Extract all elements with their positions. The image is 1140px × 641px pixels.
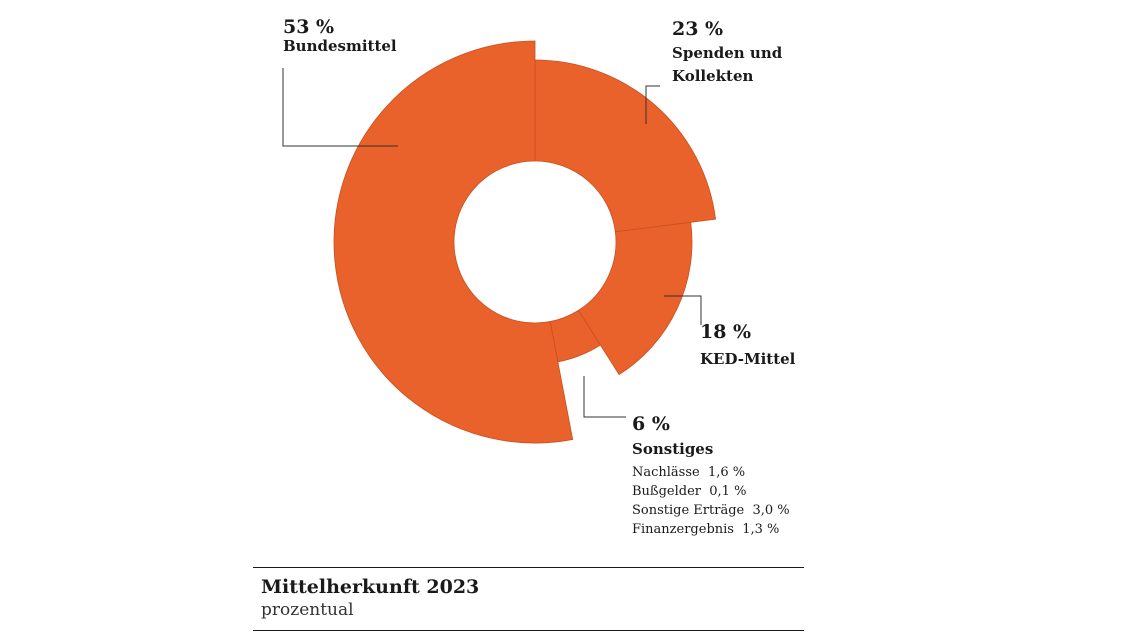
label-ked: 18 % KED-Mittel bbox=[700, 322, 795, 367]
leader-lines bbox=[282, 68, 702, 418]
donut-slices bbox=[333, 40, 717, 444]
title-rule-top bbox=[253, 567, 804, 568]
label-spenden: 23 % Spenden und Kollekten bbox=[672, 19, 812, 88]
slice-pct-ked: 18 % bbox=[700, 321, 752, 343]
slice-name-bundesmittel: Bundesmittel bbox=[283, 36, 397, 55]
breakdown-item-sonstige-ertraege: Sonstige Erträge 3,0 % bbox=[632, 503, 790, 519]
slice-pct-bundesmittel: 53 % bbox=[283, 16, 335, 38]
chart-title: Mittelherkunft 2023 bbox=[261, 576, 480, 598]
leader-line-spenden bbox=[645, 85, 660, 124]
slice-pct-spenden: 23 % bbox=[672, 18, 724, 40]
breakdown-item-nachlaesse: Nachlässe 1,6 % bbox=[632, 465, 746, 481]
leader-line-sonstiges bbox=[583, 376, 626, 418]
chart-subtitle: prozentual bbox=[261, 600, 354, 620]
label-bundesmittel: 53 % Bundesmittel bbox=[283, 17, 397, 54]
slice-ked bbox=[577, 221, 693, 376]
slice-spenden bbox=[534, 59, 717, 233]
leader-line-bundesmittel bbox=[282, 68, 398, 147]
slice-name-spenden: Spenden und Kollekten bbox=[672, 43, 783, 85]
breakdown-item-bussgelder: Bußgelder 0,1 % bbox=[632, 484, 747, 500]
leader-line-ked bbox=[664, 295, 702, 325]
slice-name-ked: KED-Mittel bbox=[700, 349, 796, 368]
slice-name-sonstiges: Sonstiges bbox=[632, 439, 714, 458]
breakdown-item-finanzergebnis: Finanzergebnis 1,3 % bbox=[632, 522, 780, 538]
slice-bundesmittel bbox=[333, 40, 574, 444]
slice-pct-sonstiges: 6 % bbox=[632, 413, 670, 435]
title-rule-bottom bbox=[253, 630, 804, 631]
label-sonstiges: 6 % Sonstiges Nachlässe 1,6 % Bußgelder … bbox=[632, 414, 790, 539]
